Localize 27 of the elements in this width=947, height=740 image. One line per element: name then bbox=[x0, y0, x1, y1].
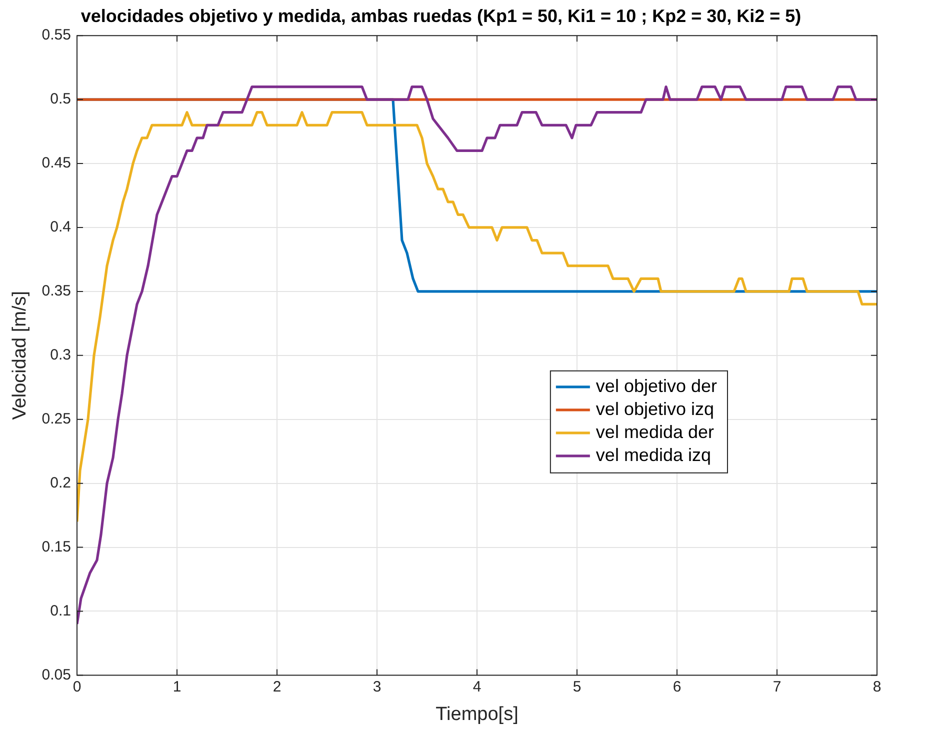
y-tick-label: 0.35 bbox=[42, 282, 71, 300]
y-tick-label: 0.3 bbox=[50, 346, 71, 364]
x-tick-label: 1 bbox=[172, 678, 182, 696]
y-tick-label: 0.25 bbox=[42, 410, 71, 428]
x-tick-label: 8 bbox=[872, 678, 882, 696]
x-tick-label: 6 bbox=[672, 678, 682, 696]
x-tick-label: 4 bbox=[472, 678, 482, 696]
x-tick-label: 3 bbox=[372, 678, 382, 696]
legend-label: vel medida der bbox=[596, 422, 714, 442]
legend-label: vel medida izq bbox=[596, 444, 711, 465]
y-axis-title: Velocidad [m/s] bbox=[10, 290, 31, 420]
y-tick-label: 0.2 bbox=[50, 474, 71, 492]
y-tick-label: 0.05 bbox=[42, 666, 71, 684]
x-tick-label: 7 bbox=[772, 678, 782, 696]
x-tick-label: 5 bbox=[572, 678, 582, 696]
y-tick-label: 0.55 bbox=[42, 26, 71, 44]
x-axis-title: Tiempo[s] bbox=[436, 704, 518, 725]
chart-title: velocidades objetivo y medida, ambas ruedas (Kp1 = 50, Ki1 = 10 ; Kp2 = 30, Ki2 = 5) bbox=[80, 6, 802, 26]
x-tick-label: 2 bbox=[272, 678, 282, 696]
y-tick-label: 0.5 bbox=[50, 90, 71, 108]
legend-label: vel objetivo der bbox=[596, 376, 718, 396]
y-tick-label: 0.4 bbox=[50, 218, 71, 236]
legend-label: vel objetivo izq bbox=[596, 398, 714, 419]
x-tick-label: 0 bbox=[72, 678, 82, 696]
y-tick-label: 0.15 bbox=[42, 538, 71, 556]
y-tick-label: 0.1 bbox=[50, 602, 71, 620]
y-tick-label: 0.45 bbox=[42, 154, 71, 172]
